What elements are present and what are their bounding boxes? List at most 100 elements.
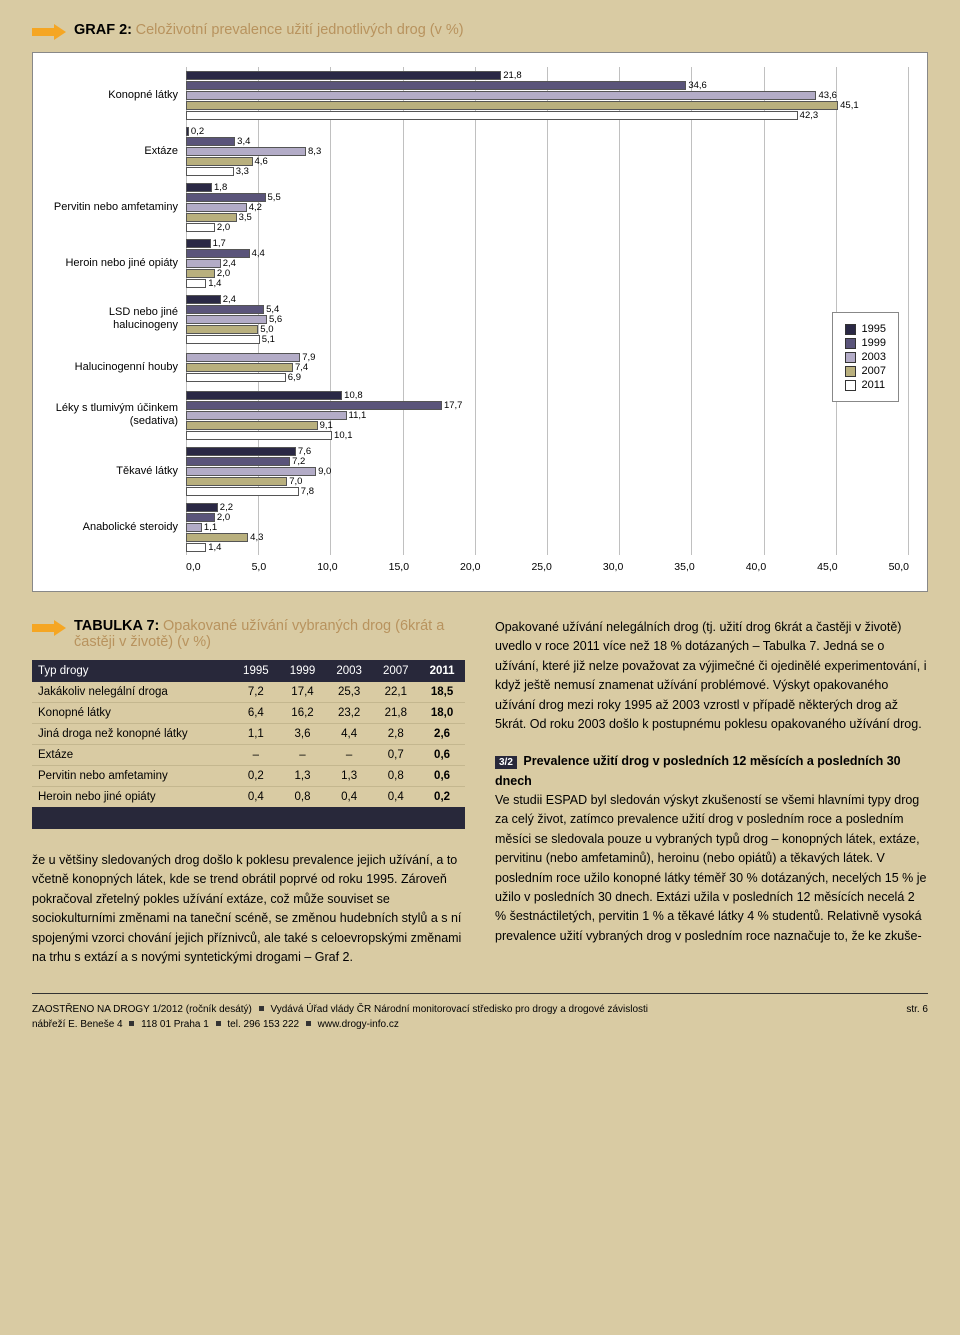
bar: 7,8 [186, 487, 299, 496]
chart-category-label: LSD nebo jiné halucinogeny [51, 291, 178, 347]
bar-group: 7,97,46,9 [186, 347, 909, 387]
table-header: 1995 [233, 660, 280, 682]
bar: 3,5 [186, 213, 237, 222]
bar: 3,3 [186, 167, 234, 176]
table-header: 2007 [372, 660, 419, 682]
bar: 7,4 [186, 363, 293, 372]
bar-value-label: 3,4 [234, 137, 250, 147]
bar: 2,4 [186, 295, 221, 304]
bar: 5,4 [186, 305, 264, 314]
bar: 34,6 [186, 81, 686, 90]
sec32-head: 3/2 Prevalence užití drog v posledních 1… [495, 752, 928, 791]
bar: 1,4 [186, 543, 206, 552]
bar-value-label: 2,0 [214, 513, 230, 523]
bar-value-label: 5,6 [266, 315, 282, 325]
bar-value-label: 7,8 [298, 487, 314, 497]
graf2-title-strong: GRAF 2: [74, 22, 132, 38]
bar-value-label: 5,1 [259, 335, 275, 345]
bar-value-label: 1,4 [205, 279, 221, 289]
footer-left: ZAOSTŘENO NA DROGY 1/2012 (ročník desátý… [32, 1002, 648, 1032]
bar-value-label: 1,7 [210, 239, 226, 249]
bar-group: 10,817,711,19,110,1 [186, 387, 909, 443]
legend-swatch-icon [845, 380, 856, 391]
bar: 11,1 [186, 411, 347, 420]
bar: 4,2 [186, 203, 247, 212]
bar-value-label: 7,0 [286, 477, 302, 487]
bar-value-label: 1,8 [211, 183, 227, 193]
table-header: 1999 [279, 660, 326, 682]
footer-page: str. 6 [906, 1002, 928, 1032]
bar: 1,8 [186, 183, 212, 192]
bar: 5,1 [186, 335, 260, 344]
bar: 45,1 [186, 101, 838, 110]
bar-value-label: 6,9 [285, 373, 301, 383]
bar-value-label: 3,5 [236, 213, 252, 223]
bar-group: 2,22,01,14,31,4 [186, 499, 909, 555]
bar-group: 2,45,45,65,05,1 [186, 291, 909, 347]
bar: 5,5 [186, 193, 266, 202]
bar-value-label: 7,4 [292, 363, 308, 373]
bar: 7,9 [186, 353, 300, 362]
bar-group: 7,67,29,07,07,8 [186, 443, 909, 499]
tab7-title-strong: TABULKA 7: [74, 618, 159, 634]
bar-value-label: 42,3 [797, 111, 819, 121]
bar-value-label: 2,0 [214, 269, 230, 279]
bar-value-label: 7,6 [295, 447, 311, 457]
chart-category-label: Anabolické steroidy [51, 499, 178, 555]
right-para1: Opakované užívání nelegálních drog (tj. … [495, 618, 928, 734]
bar: 17,7 [186, 401, 442, 410]
arrow-right-icon [32, 24, 66, 40]
chart-category-label: Heroin nebo jiné opiáty [51, 235, 178, 291]
bar-value-label: 5,4 [263, 305, 279, 315]
legend-swatch-icon [845, 366, 856, 377]
bar-group: 0,23,48,34,63,3 [186, 123, 909, 179]
bar: 4,6 [186, 157, 253, 166]
bar-value-label: 0,2 [188, 127, 204, 137]
bar-group: 21,834,643,645,142,3 [186, 67, 909, 123]
sec32-body: Ve studii ESPAD byl sledován výskyt zkuš… [495, 791, 928, 946]
bar: 2,4 [186, 259, 221, 268]
footer: ZAOSTŘENO NA DROGY 1/2012 (ročník desátý… [32, 993, 928, 1032]
bar-value-label: 4,3 [247, 533, 263, 543]
bar: 9,0 [186, 467, 316, 476]
legend-swatch-icon [845, 324, 856, 335]
legend-swatch-icon [845, 338, 856, 349]
bar: 43,6 [186, 91, 816, 100]
table-row: Jiná droga než konopné látky1,13,64,42,8… [32, 724, 465, 745]
bar: 5,6 [186, 315, 267, 324]
tab7-table: Typ drogy19951999200320072011 Jakákoliv … [32, 660, 465, 807]
bar: 6,9 [186, 373, 286, 382]
legend-swatch-icon [845, 352, 856, 363]
bar-value-label: 4,2 [246, 203, 262, 213]
bar: 0,2 [186, 127, 189, 136]
bar-value-label: 8,3 [305, 147, 321, 157]
table-header: 2003 [326, 660, 373, 682]
table-row: Jakákoliv nelegální droga7,217,425,322,1… [32, 682, 465, 703]
bar-value-label: 43,6 [815, 91, 837, 101]
bar: 8,3 [186, 147, 306, 156]
chart-category-label: Těkavé látky [51, 443, 178, 499]
bar-value-label: 1,4 [205, 543, 221, 553]
bar: 1,1 [186, 523, 202, 532]
bar: 42,3 [186, 111, 798, 120]
bar-value-label: 2,4 [220, 259, 236, 269]
bar-value-label: 3,3 [233, 167, 249, 177]
table-row: Extáze–––0,70,6 [32, 745, 465, 766]
bar: 2,0 [186, 269, 215, 278]
bar-value-label: 10,8 [341, 391, 363, 401]
graf2-xaxis: 0,05,010,015,020,025,030,035,040,045,050… [186, 561, 909, 573]
chart-category-label: Pervitin nebo amfetaminy [51, 179, 178, 235]
bar-value-label: 5,0 [257, 325, 273, 335]
bar-value-label: 21,8 [500, 71, 522, 81]
table-row: Konopné látky6,416,223,221,818,0 [32, 703, 465, 724]
bar-value-label: 9,0 [315, 467, 331, 477]
tab7-title: TABULKA 7: Opakované užívání vybraných d… [32, 618, 465, 650]
bar-value-label: 11,1 [346, 411, 367, 421]
bar: 2,0 [186, 223, 215, 232]
bar-value-label: 45,1 [837, 101, 859, 111]
bar: 2,0 [186, 513, 215, 522]
chart-category-label: Léky s tlumivým účinkem (sedativa) [51, 387, 178, 443]
bar-value-label: 5,5 [265, 193, 281, 203]
bar: 7,6 [186, 447, 296, 456]
bar: 9,1 [186, 421, 318, 430]
